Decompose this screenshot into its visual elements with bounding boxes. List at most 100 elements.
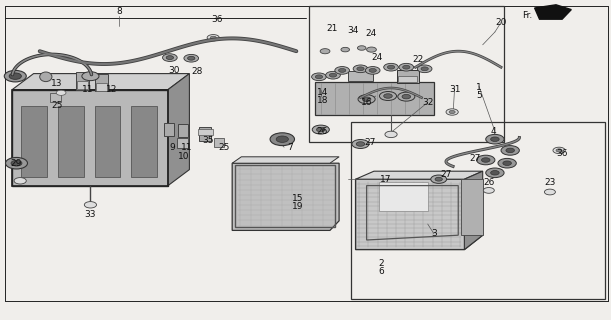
Polygon shape: [356, 179, 483, 250]
Circle shape: [84, 202, 97, 208]
Text: 6: 6: [378, 268, 384, 276]
Circle shape: [329, 73, 337, 77]
Circle shape: [14, 178, 26, 184]
Text: 16: 16: [361, 98, 372, 107]
Text: 26: 26: [483, 178, 494, 187]
Text: 13: 13: [51, 79, 62, 88]
Polygon shape: [12, 90, 168, 186]
Polygon shape: [232, 157, 339, 163]
Text: 19: 19: [292, 202, 303, 211]
Circle shape: [312, 73, 326, 81]
Circle shape: [210, 36, 216, 39]
Text: 21: 21: [326, 24, 337, 33]
Circle shape: [5, 157, 27, 169]
Circle shape: [4, 70, 26, 82]
Text: 36: 36: [211, 15, 222, 24]
Circle shape: [270, 133, 295, 146]
Circle shape: [483, 188, 494, 193]
Text: 36: 36: [557, 149, 568, 158]
Circle shape: [369, 68, 376, 72]
Circle shape: [352, 140, 369, 148]
Circle shape: [421, 67, 428, 71]
Circle shape: [312, 125, 329, 134]
Text: 24: 24: [365, 29, 376, 38]
FancyBboxPatch shape: [315, 82, 434, 115]
FancyBboxPatch shape: [58, 106, 84, 177]
Circle shape: [385, 131, 397, 138]
FancyBboxPatch shape: [77, 81, 88, 89]
FancyBboxPatch shape: [199, 127, 211, 141]
Text: 15: 15: [292, 194, 303, 203]
Polygon shape: [232, 163, 339, 230]
Text: 10: 10: [178, 152, 189, 161]
FancyBboxPatch shape: [21, 106, 47, 177]
Circle shape: [357, 67, 364, 71]
Circle shape: [446, 109, 458, 115]
Circle shape: [365, 67, 380, 74]
Circle shape: [486, 168, 504, 178]
Circle shape: [449, 110, 455, 114]
Circle shape: [326, 71, 340, 79]
Polygon shape: [535, 5, 571, 19]
Text: 18: 18: [317, 96, 328, 105]
Circle shape: [367, 47, 376, 52]
Circle shape: [320, 49, 330, 54]
Circle shape: [399, 63, 414, 71]
Text: 22: 22: [412, 55, 423, 64]
Text: 31: 31: [449, 85, 460, 94]
Text: 32: 32: [422, 98, 433, 107]
FancyBboxPatch shape: [95, 106, 120, 177]
Circle shape: [362, 97, 371, 101]
Circle shape: [544, 189, 555, 195]
Text: 27: 27: [441, 170, 452, 179]
Circle shape: [384, 94, 392, 98]
Circle shape: [353, 65, 368, 73]
Text: 20: 20: [496, 18, 507, 27]
Circle shape: [491, 171, 499, 175]
Circle shape: [402, 94, 411, 99]
Circle shape: [338, 68, 346, 72]
FancyBboxPatch shape: [398, 76, 417, 82]
Ellipse shape: [40, 72, 52, 82]
Circle shape: [553, 147, 565, 154]
Text: 27: 27: [364, 138, 375, 147]
Text: 1: 1: [476, 84, 482, 92]
Polygon shape: [12, 74, 189, 90]
Circle shape: [276, 136, 288, 142]
Text: 4: 4: [491, 127, 497, 136]
Text: 7: 7: [287, 143, 293, 152]
Polygon shape: [168, 74, 189, 186]
Circle shape: [56, 90, 66, 95]
Circle shape: [341, 47, 349, 52]
Polygon shape: [379, 182, 428, 211]
FancyBboxPatch shape: [164, 123, 174, 136]
FancyBboxPatch shape: [348, 71, 373, 81]
Text: 17: 17: [381, 175, 392, 184]
Circle shape: [184, 54, 199, 62]
Circle shape: [506, 148, 514, 153]
Circle shape: [501, 146, 519, 155]
Text: 2: 2: [378, 260, 384, 268]
Circle shape: [403, 65, 410, 69]
FancyBboxPatch shape: [96, 83, 107, 91]
FancyBboxPatch shape: [397, 70, 419, 83]
Text: 12: 12: [106, 85, 117, 94]
Text: 33: 33: [85, 210, 96, 219]
Circle shape: [335, 67, 349, 74]
Circle shape: [398, 92, 415, 101]
FancyBboxPatch shape: [177, 138, 188, 148]
Text: 11: 11: [82, 85, 93, 94]
Circle shape: [379, 92, 397, 100]
Circle shape: [357, 46, 366, 50]
Polygon shape: [464, 171, 483, 250]
Text: 34: 34: [347, 26, 358, 35]
Circle shape: [166, 56, 174, 60]
Circle shape: [188, 56, 195, 60]
Text: 9: 9: [169, 143, 175, 152]
Circle shape: [491, 137, 499, 141]
Polygon shape: [356, 171, 483, 179]
Circle shape: [163, 54, 177, 61]
Polygon shape: [461, 179, 483, 235]
Text: 25: 25: [51, 101, 62, 110]
Circle shape: [431, 175, 447, 183]
